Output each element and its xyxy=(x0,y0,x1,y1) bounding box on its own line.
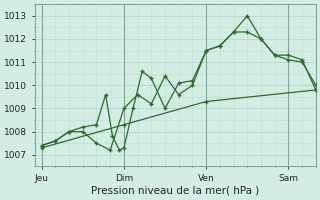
X-axis label: Pression niveau de la mer( hPa ): Pression niveau de la mer( hPa ) xyxy=(91,186,260,196)
